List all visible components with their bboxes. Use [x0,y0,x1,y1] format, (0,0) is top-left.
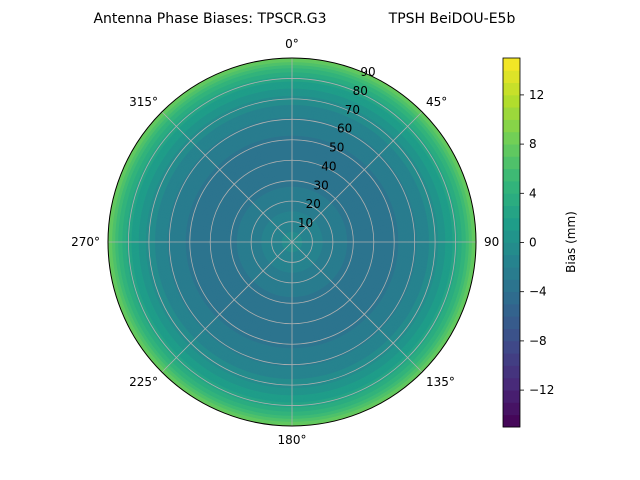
radial-tick-label: 60 [337,122,352,136]
colorbar-label: Bias (mm) [564,211,578,273]
colorbar-segment [503,193,520,206]
chart-title-left: Antenna Phase Biases: TPSCR.G3 [93,11,326,27]
colorbar-tick-label: 0 [529,236,537,250]
theta-tick-label: 135° [426,375,455,389]
theta-tick-label: 90 [484,235,499,249]
colorbar-segment [503,242,520,256]
theta-tick-label: 315° [129,95,158,109]
colorbar-tick-label: −8 [529,334,547,348]
angular-grid-line [291,111,423,243]
colorbar-segment [503,304,520,317]
theta-tick-label: 45° [426,95,447,109]
colorbar-segment [503,58,520,71]
colorbar-segment [503,390,520,403]
colorbar-segment [503,340,520,354]
colorbar-segment [503,353,520,366]
radial-tick-label: 40 [321,159,336,173]
colorbar-segment [503,291,520,305]
radial-tick-label: 50 [329,141,344,155]
colorbar-segment [503,279,520,293]
chart-title-right: TPSH BeiDOU-E5b [388,11,516,27]
colorbar-tick-label: 8 [529,137,537,151]
theta-tick-label: 0° [285,37,299,51]
radial-tick-label: 20 [306,197,321,211]
colorbar-segment [503,119,520,133]
colorbar-segment [503,402,520,416]
angular-grid-line [291,241,423,373]
colorbar-segment [503,70,520,83]
colorbar-segment [503,414,520,428]
radial-tick-label: 10 [298,216,313,230]
radial-tick-label: 70 [345,103,360,117]
colorbar-segment [503,82,520,96]
colorbar-tick-label: −12 [529,383,554,397]
colorbar-tick-label: 4 [529,186,537,200]
colorbar-segment [503,328,520,342]
colorbar-segment [503,156,520,170]
radial-tick-label: 30 [313,178,328,192]
colorbar-segment [503,205,520,219]
theta-tick-label: 225° [129,375,158,389]
colorbar-segment [503,316,520,329]
colorbar-segment [503,230,520,243]
colorbar-segment [503,254,520,268]
colorbar-segment [503,107,520,120]
radial-tick-label: 90 [360,65,375,79]
colorbar-tick-label: −4 [529,285,547,299]
colorbar-segment [503,365,520,379]
colorbar: −12 −8 −4 0 4 8 12 Bias (mm) [502,57,578,428]
theta-tick-label: 180° [278,433,307,447]
polar-frame [107,57,477,427]
colorbar-segment [503,217,520,231]
angular-grid-line [161,241,293,373]
colorbar-segment [503,131,520,145]
colorbar-segment [503,94,520,108]
colorbar-segment [503,267,520,280]
angular-grid-line [161,111,293,243]
radial-tick-label: 80 [353,84,368,98]
colorbar-segment [503,168,520,182]
colorbar-tick-label: 12 [529,88,544,102]
colorbar-segment [503,144,520,157]
theta-tick-label: 270° [71,235,100,249]
colorbar-segment [503,181,520,194]
colorbar-segment [503,377,520,391]
polar-plot-area: 0° 45° 90 135° 180° 225° 270° 315° 10 20 30 40 50 60 7… [71,37,499,447]
